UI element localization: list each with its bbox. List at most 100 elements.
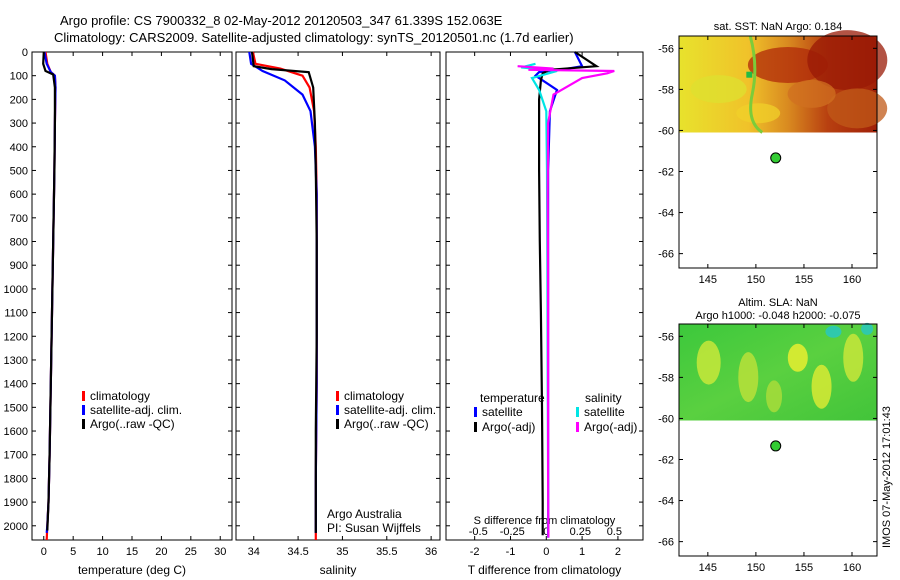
s-diff-tick-label: -0.5	[469, 526, 488, 538]
x-tick-label: 160	[843, 562, 861, 574]
x-tick-label: 155	[795, 274, 813, 286]
y-tick-label: 600	[10, 189, 28, 201]
legend-label: Argo(..raw -QC)	[344, 417, 429, 431]
legend-swatch	[336, 391, 339, 401]
y-tick-label: -62	[658, 167, 674, 179]
x-tick-label: 10	[96, 546, 108, 558]
sst-patch	[690, 75, 747, 104]
y-tick-label: -62	[658, 455, 674, 467]
y-tick-label: 1900	[4, 497, 28, 509]
institution-annotation: Argo Australia	[327, 507, 402, 521]
sst-map-panel: sat. SST: NaN Argo: 0.184 -56 -58 -60 -62 -64…	[658, 21, 888, 286]
legend-swatch	[474, 407, 477, 417]
y-tick-label: -56	[658, 43, 674, 55]
x-tick-label: 35.5	[376, 546, 397, 558]
y-tick-label: -60	[658, 125, 674, 137]
x-tick-label: 160	[843, 274, 861, 286]
sla-patch	[766, 380, 783, 413]
y-tick-label: 1300	[4, 355, 28, 367]
series-line-argo-raw-qc	[250, 51, 318, 533]
argo-float-marker	[770, 440, 782, 452]
x-tick-label: 0	[543, 546, 549, 558]
salinity-panel: 34 34.5 35 35.5 36 salinity climatologysatelli…	[235, 51, 441, 577]
legend-label: satellite	[482, 405, 523, 419]
sla-patch	[861, 322, 874, 335]
pi-annotation: PI: Susan Wijffels	[327, 521, 421, 535]
x-tick-label: 20	[155, 546, 167, 558]
y-tick-label: 900	[10, 260, 28, 272]
y-tick-label: 1100	[4, 308, 28, 320]
legend-label: climatology	[344, 389, 404, 403]
difference-panel: -2 -1 0 1 2 -0.5 -0.25 0 0.25 0.5S difference fro…	[445, 51, 644, 577]
x-tick-label: 35	[336, 546, 348, 558]
y-tick-label: -56	[658, 331, 674, 343]
legend-label: climatology	[90, 389, 150, 403]
y-tick-label: -66	[658, 537, 674, 549]
y-tick-label: 1400	[4, 379, 28, 391]
timestamp-stamp: IMOS 07-May-2012 17:01:43	[881, 406, 893, 548]
legend-swatch	[82, 419, 85, 429]
sla-patch	[843, 333, 864, 382]
argo-float-marker	[770, 152, 782, 164]
y-tick-label: -66	[658, 249, 674, 261]
sla-patch	[738, 352, 759, 403]
temperature-x-axis-label: temperature (deg C)	[78, 563, 186, 577]
header-line-2: Climatology: CARS2009. Satellite-adjuste…	[54, 30, 574, 45]
sst-front	[748, 35, 764, 134]
legend-swatch	[576, 422, 579, 432]
legend-label: satellite-adj. clim.	[344, 403, 436, 417]
sla_map-frame	[678, 323, 878, 557]
x-tick-label: -1	[506, 546, 516, 558]
x-tick-label: -2	[470, 546, 480, 558]
sla-patch	[696, 340, 721, 385]
sst-patch	[787, 79, 836, 108]
y-tick-label: -58	[658, 84, 674, 96]
legend-title-temperature: temperature	[480, 391, 545, 405]
series-line-salinity-argo-adj	[517, 65, 615, 538]
y-tick-label: -60	[658, 413, 674, 425]
y-tick-label: 1700	[4, 450, 28, 462]
x-tick-label: 145	[699, 562, 717, 574]
s-diff-tick-label: -0.25	[500, 526, 525, 538]
x-tick-label: 25	[185, 546, 197, 558]
series-line-argo-raw-qc	[42, 51, 57, 531]
x-tick-label: 36	[425, 546, 437, 558]
legend-swatch	[82, 391, 85, 401]
s-diff-axis-label: S difference from climatology	[474, 515, 616, 527]
y-tick-label: 700	[10, 213, 28, 225]
x-tick-label: 34.5	[287, 546, 308, 558]
y-tick-label: 1800	[4, 473, 28, 485]
x-tick-label: 145	[699, 274, 717, 286]
y-tick-label: 300	[10, 118, 28, 130]
y-tick-label: 200	[10, 94, 28, 106]
legend-title-salinity: salinity	[585, 391, 622, 405]
legend-label: Argo(..raw -QC)	[90, 417, 175, 431]
x-tick-label: 1	[579, 546, 585, 558]
y-tick-label: 100	[10, 71, 28, 83]
legend-swatch	[82, 405, 85, 415]
legend-label: satellite	[584, 405, 625, 419]
salinity-x-axis-label: salinity	[320, 563, 357, 577]
differences-plot-area	[445, 51, 644, 541]
temperature-plot-area	[31, 51, 233, 541]
y-tick-label: 1000	[4, 284, 28, 296]
y-tick-label: 2000	[4, 521, 28, 533]
x-tick-label: 0	[41, 546, 47, 558]
y-tick-label: 1600	[4, 426, 28, 438]
sst-patch	[827, 88, 888, 129]
s-diff-tick-label: 0.5	[607, 526, 622, 538]
y-tick-label: 500	[10, 165, 28, 177]
legend-swatch	[336, 405, 339, 415]
y-tick-label: 800	[10, 237, 28, 249]
salinity-plot-area	[235, 51, 441, 541]
y-tick-label: 1200	[4, 331, 28, 343]
x-tick-label: 30	[214, 546, 226, 558]
y-tick-label: -64	[658, 208, 674, 220]
sla-patch	[787, 343, 808, 372]
sla_map-title: Altim. SLA: NaN	[738, 297, 818, 309]
x-tick-label: 150	[747, 562, 765, 574]
sla-patch	[825, 325, 842, 338]
legend-label: Argo(-adj)	[482, 420, 535, 434]
